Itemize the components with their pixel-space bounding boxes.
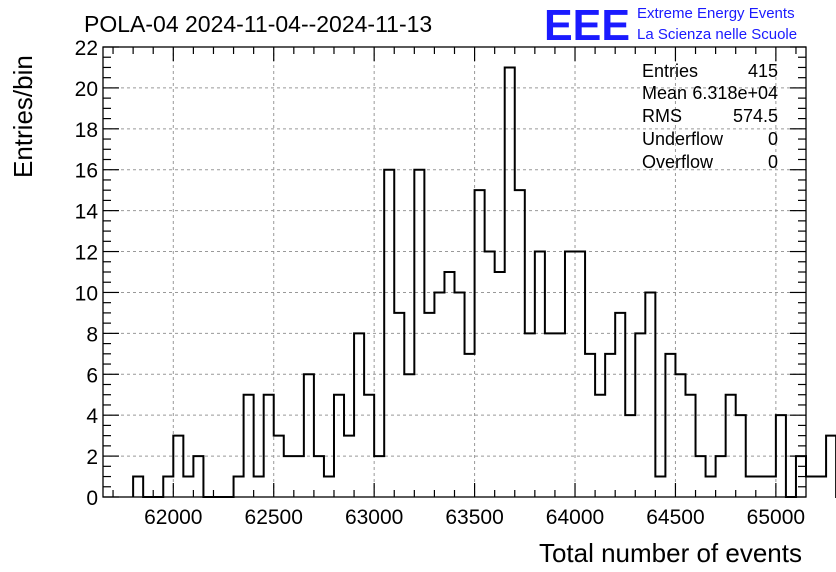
histogram-bin bbox=[244, 395, 254, 497]
histogram-bin bbox=[675, 374, 685, 497]
x-tick-label: 64500 bbox=[646, 506, 704, 529]
x-tick-label: 62500 bbox=[245, 506, 303, 529]
histogram-bin bbox=[183, 477, 193, 497]
stats-mean-value: 6.318e+04 bbox=[692, 83, 778, 103]
histogram-bin bbox=[816, 477, 826, 497]
stats-overflow-value: 0 bbox=[768, 152, 778, 172]
histogram-bars bbox=[132, 66, 836, 498]
histogram-bin bbox=[434, 292, 444, 497]
histogram-bin bbox=[455, 292, 465, 497]
stats-rms-label: RMS bbox=[642, 106, 682, 126]
histogram-bin bbox=[595, 395, 605, 497]
histogram-bin bbox=[394, 313, 404, 497]
histogram-bin bbox=[294, 456, 304, 497]
histogram-bin bbox=[314, 456, 324, 497]
histogram-bin bbox=[133, 477, 143, 497]
y-tick-label: 10 bbox=[75, 282, 98, 305]
histogram-bin bbox=[234, 477, 244, 497]
stats-entries-label: Entries bbox=[642, 61, 698, 81]
histogram-bin bbox=[645, 292, 655, 497]
histogram-bin bbox=[515, 190, 525, 497]
histogram-bin bbox=[495, 272, 505, 497]
logo-line-1: Extreme Energy Events bbox=[637, 5, 795, 22]
y-axis-label: Entries/bin bbox=[8, 55, 38, 178]
histogram-bin bbox=[696, 456, 706, 497]
histogram-bin bbox=[665, 354, 675, 497]
histogram-bin bbox=[585, 354, 595, 497]
stats-overflow-label: Overflow bbox=[642, 152, 714, 172]
histogram-bin bbox=[163, 477, 173, 497]
stats-mean-label: Mean bbox=[642, 83, 687, 103]
y-tick-label: 2 bbox=[86, 446, 98, 469]
y-tick-label: 20 bbox=[75, 78, 98, 101]
histogram-bin bbox=[726, 395, 736, 497]
y-tick-label: 18 bbox=[75, 119, 98, 142]
x-axis-label: Total number of events bbox=[539, 538, 802, 568]
histogram-bin bbox=[444, 272, 454, 497]
histogram-bin bbox=[746, 477, 756, 497]
histogram-bin bbox=[284, 456, 294, 497]
histogram-bin bbox=[364, 395, 374, 497]
chart-title: POLA-04 2024-11-04--2024-11-13 bbox=[84, 11, 432, 37]
y-tick-label: 16 bbox=[75, 160, 98, 183]
logo-line-2: La Scienza nelle Scuole bbox=[637, 26, 797, 43]
histogram-bin bbox=[334, 395, 344, 497]
logo-mark: EEE bbox=[544, 1, 630, 50]
y-tick-label: 14 bbox=[75, 201, 99, 224]
eee-logo: EEE Extreme Energy Events La Scienza nel… bbox=[544, 1, 797, 50]
histogram-bin bbox=[766, 477, 776, 497]
histogram-bin bbox=[344, 436, 354, 497]
histogram-bin bbox=[756, 477, 766, 497]
histogram-bin bbox=[826, 436, 836, 497]
y-tick-label: 4 bbox=[86, 405, 98, 428]
y-tick-label: 8 bbox=[86, 323, 98, 346]
x-tick-label: 64000 bbox=[546, 506, 604, 529]
histogram-bin bbox=[274, 436, 284, 497]
histogram-bin bbox=[173, 436, 183, 497]
histogram-bin bbox=[424, 313, 434, 497]
histogram-outline bbox=[132, 66, 836, 498]
histogram-bin bbox=[193, 456, 203, 497]
histogram-bin bbox=[465, 354, 475, 497]
histogram-bin bbox=[615, 313, 625, 497]
histogram-bin bbox=[254, 477, 264, 497]
histogram-bin bbox=[304, 374, 314, 497]
histogram-bin bbox=[324, 477, 334, 497]
y-tick-label: 22 bbox=[75, 37, 98, 60]
x-tick-label: 65000 bbox=[747, 506, 805, 529]
histogram-bin bbox=[685, 395, 695, 497]
stats-rms-value: 574.5 bbox=[733, 106, 778, 126]
x-tick-label: 63000 bbox=[345, 506, 403, 529]
histogram-bin bbox=[706, 477, 716, 497]
stats-underflow-label: Underflow bbox=[642, 129, 724, 149]
histogram-bin bbox=[404, 374, 414, 497]
histogram-bin bbox=[605, 354, 615, 497]
y-tick-label: 6 bbox=[86, 364, 98, 387]
histogram-bin bbox=[655, 477, 665, 497]
y-tick-label: 12 bbox=[75, 242, 98, 265]
histogram-bin bbox=[264, 395, 274, 497]
y-tick-label: 0 bbox=[86, 487, 98, 510]
histogram-bin bbox=[806, 477, 816, 497]
stats-box: Entries 415 Mean 6.318e+04 RMS 574.5 Und… bbox=[642, 61, 778, 172]
histogram-bin bbox=[374, 456, 384, 497]
histogram-bin bbox=[716, 456, 726, 497]
x-tick-label: 63500 bbox=[445, 506, 503, 529]
stats-entries-value: 415 bbox=[748, 61, 778, 81]
histogram-bin bbox=[505, 67, 515, 497]
axes: 62000 62500 63000 63500 64000 64500 65000 0 2 4 6 8… bbox=[75, 37, 807, 529]
stats-underflow-value: 0 bbox=[768, 129, 778, 149]
grid bbox=[103, 47, 806, 497]
x-tick-label: 62000 bbox=[144, 506, 202, 529]
histogram-bin bbox=[475, 190, 485, 497]
